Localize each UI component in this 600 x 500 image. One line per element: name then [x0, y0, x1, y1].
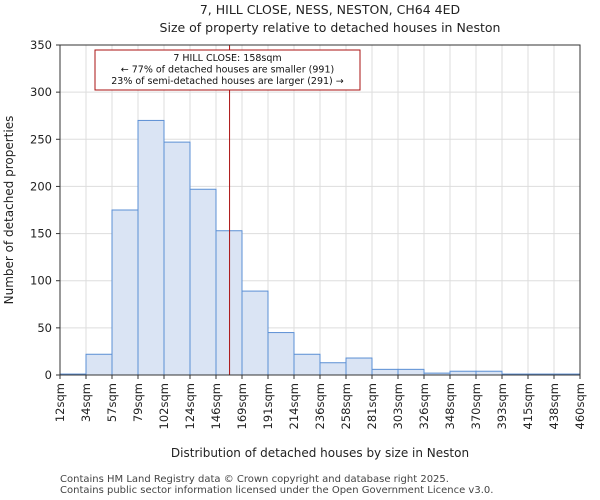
bar-79sqm	[137, 119, 165, 376]
x-tick-label: 169sqm	[235, 383, 249, 429]
bar-102sqm	[163, 141, 191, 376]
x-tick-label: 34sqm	[79, 383, 93, 422]
histogram-chart: 7, HILL CLOSE, NESS, NESTON, CH64 4ED Si…	[2, 2, 587, 460]
x-tick-label: 57sqm	[105, 383, 119, 422]
bar-34sqm	[85, 353, 113, 376]
bar-57sqm	[111, 209, 139, 376]
x-tick-label: 79sqm	[131, 383, 145, 422]
y-tick-label: 100	[30, 274, 52, 288]
bar-281sqm	[371, 368, 399, 376]
y-tick-labels: 0 50 100 150 200 250 300 350	[30, 38, 60, 382]
x-tick-label: 415sqm	[521, 383, 535, 429]
annotation-line: ← 77% of detached houses are smaller (99…	[121, 65, 334, 76]
x-axis-label: Distribution of detached houses by size …	[171, 446, 469, 460]
bar-258sqm	[345, 357, 373, 376]
annotation-line: 7 HILL CLOSE: 158sqm	[173, 53, 281, 64]
bar-169sqm	[241, 290, 269, 376]
bar-124sqm	[189, 188, 217, 376]
bar-370sqm	[475, 370, 503, 376]
chart-title: 7, HILL CLOSE, NESS, NESTON, CH64 4ED	[200, 2, 460, 17]
bar-303sqm	[397, 368, 425, 376]
x-tick-label: 303sqm	[391, 383, 405, 429]
x-tick-label: 124sqm	[183, 383, 197, 429]
bar-146sqm	[215, 230, 243, 376]
footer-line-2: Contains public sector information licen…	[60, 485, 494, 496]
marker-group: 7 HILL CLOSE: 158sqm← 77% of detached ho…	[94, 45, 361, 375]
bar-236sqm	[319, 362, 347, 376]
annotation-line: 23% of semi-detached houses are larger (…	[111, 76, 344, 87]
y-axis-label: Number of detached properties	[2, 116, 16, 305]
x-tick-label: 281sqm	[365, 383, 379, 429]
x-tick-label: 12sqm	[53, 383, 67, 422]
y-tick-label: 50	[37, 321, 52, 335]
bar-214sqm	[293, 353, 321, 376]
y-tick-label: 150	[30, 227, 52, 241]
y-tick-label: 200	[30, 179, 52, 193]
x-tick-label: 460sqm	[573, 383, 587, 429]
footer-line-1: Contains HM Land Registry data © Crown c…	[60, 474, 449, 485]
x-tick-label: 236sqm	[313, 383, 327, 429]
x-tick-labels: 12sqm 34sqm 57sqm 79sqm 102sqm 124sqm 146sqm 16…	[53, 375, 587, 429]
y-tick-label: 350	[30, 38, 52, 52]
chart-subtitle: Size of property relative to detached ho…	[160, 20, 501, 35]
x-tick-label: 191sqm	[261, 383, 275, 429]
x-tick-label: 348sqm	[443, 383, 457, 429]
x-tick-label: 146sqm	[209, 383, 223, 429]
y-tick-label: 300	[30, 85, 52, 99]
x-tick-label: 370sqm	[469, 383, 483, 429]
x-tick-label: 258sqm	[339, 383, 353, 429]
y-tick-label: 0	[45, 368, 52, 382]
x-tick-label: 214sqm	[287, 383, 301, 429]
annotation-box	[94, 49, 361, 91]
x-tick-label: 393sqm	[495, 383, 509, 429]
y-tick-label: 250	[30, 132, 52, 146]
bar-191sqm	[267, 332, 295, 376]
bar-348sqm	[449, 370, 477, 376]
x-tick-label: 438sqm	[547, 383, 561, 429]
x-tick-label: 102sqm	[157, 383, 171, 429]
x-tick-label: 326sqm	[417, 383, 431, 429]
